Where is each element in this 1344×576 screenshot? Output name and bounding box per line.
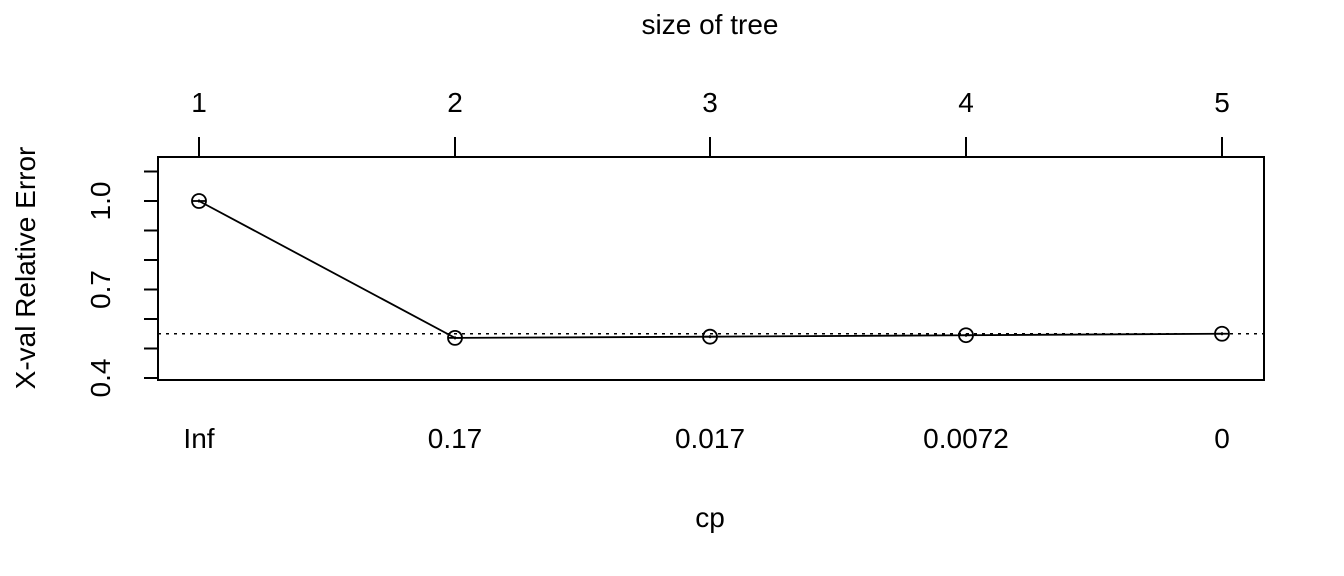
y-axis-title: X-val Relative Error: [10, 147, 41, 390]
top-axis-title: size of tree: [642, 9, 779, 40]
top-tick-label-0: 1: [191, 87, 207, 118]
y-tick-label-0: 0.4: [85, 359, 116, 398]
top-tick-label-2: 3: [702, 87, 718, 118]
x-tick-label-0: Inf: [183, 423, 214, 454]
y-tick-label-1: 0.7: [85, 270, 116, 309]
top-tick-label-3: 4: [958, 87, 974, 118]
top-tick-label-1: 2: [447, 87, 463, 118]
x-tick-label-2: 0.017: [675, 423, 745, 454]
x-tick-label-1: 0.17: [428, 423, 483, 454]
top-tick-label-4: 5: [1214, 87, 1230, 118]
y-tick-label-2: 1.0: [85, 182, 116, 221]
series-layer: [191, 193, 1230, 346]
x-tick-label-4: 0: [1214, 423, 1230, 454]
x-axis-title: cp: [695, 502, 725, 533]
series-line: [198, 200, 1223, 339]
x-tick-label-3: 0.0072: [923, 423, 1009, 454]
ticks-layer: 0.4 0.7 1.0 Inf 0.17 0.017 0.0072 0 1 2 3 4 5: [85, 87, 1230, 454]
